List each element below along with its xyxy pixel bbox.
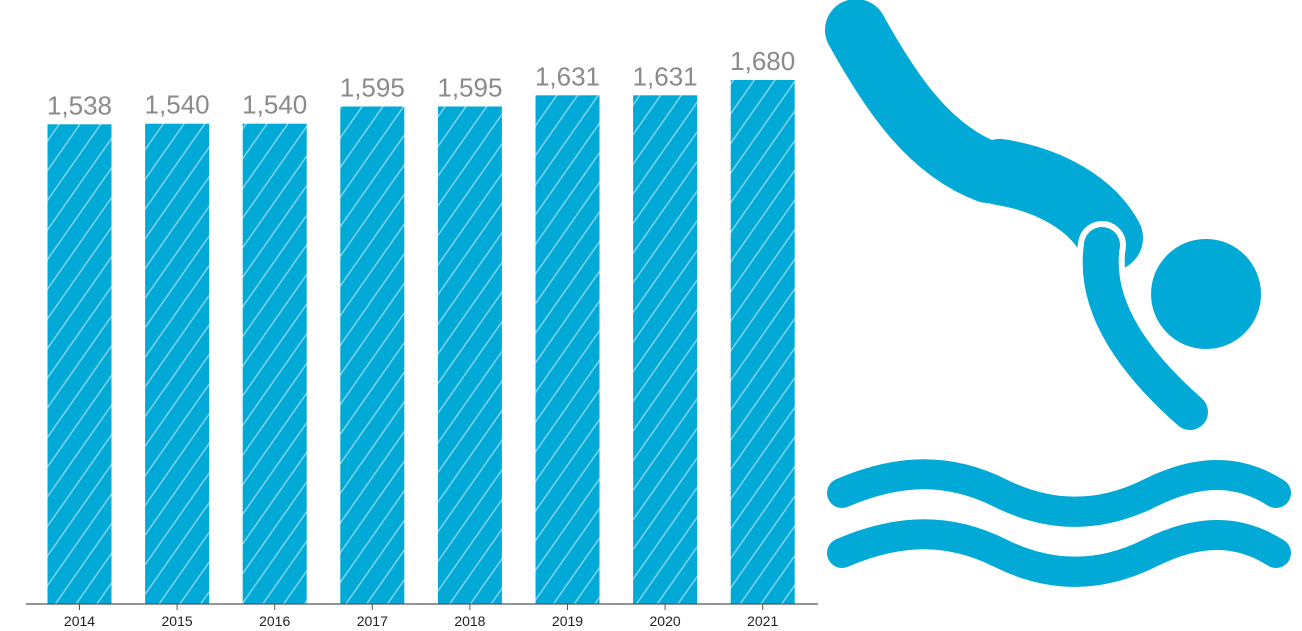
diver-illustration xyxy=(825,0,1291,587)
x-tick-label-2017: 2017 xyxy=(357,613,388,629)
waves-icon xyxy=(827,459,1291,587)
diver-icon xyxy=(825,0,1261,436)
bar-2017 xyxy=(340,106,405,604)
x-tick-label-2019: 2019 xyxy=(552,613,583,629)
x-tick-label-2018: 2018 xyxy=(454,613,485,629)
bars-group xyxy=(47,80,795,605)
value-label-2014: 1,538 xyxy=(47,90,112,120)
value-label-2015: 1,540 xyxy=(145,90,210,120)
x-tick-label-2016: 2016 xyxy=(259,613,290,629)
value-label-2017: 1,595 xyxy=(340,73,405,103)
value-label-2019: 1,631 xyxy=(535,61,600,91)
value-label-2021: 1,680 xyxy=(730,46,795,76)
bar-2015 xyxy=(145,123,210,604)
bar-2018 xyxy=(437,106,502,604)
value-labels-group: 1,538 1,540 1,540 1,595 1,595 1,631 1,631 1,680 xyxy=(47,46,795,120)
bar-chart: 1,538 1,540 1,540 1,595 1,595 1,631 1,631 1,680… xyxy=(26,46,818,629)
x-ticks-group xyxy=(79,604,764,610)
value-label-2016: 1,540 xyxy=(242,90,307,120)
bar-2021 xyxy=(730,80,795,604)
x-tick-labels-group: 2014 2015 2016 2017 2018 2019 2020 2021 xyxy=(64,613,779,629)
x-tick-label-2021: 2021 xyxy=(747,613,778,629)
bar-2019 xyxy=(535,95,600,605)
x-tick-label-2015: 2015 xyxy=(162,613,193,629)
x-tick-label-2014: 2014 xyxy=(64,613,95,629)
value-label-2018: 1,595 xyxy=(437,73,502,103)
value-label-2020: 1,631 xyxy=(633,61,698,91)
x-tick-label-2020: 2020 xyxy=(650,613,681,629)
bar-2020 xyxy=(633,95,698,605)
bar-2016 xyxy=(242,123,307,604)
bar-2014 xyxy=(47,124,112,605)
